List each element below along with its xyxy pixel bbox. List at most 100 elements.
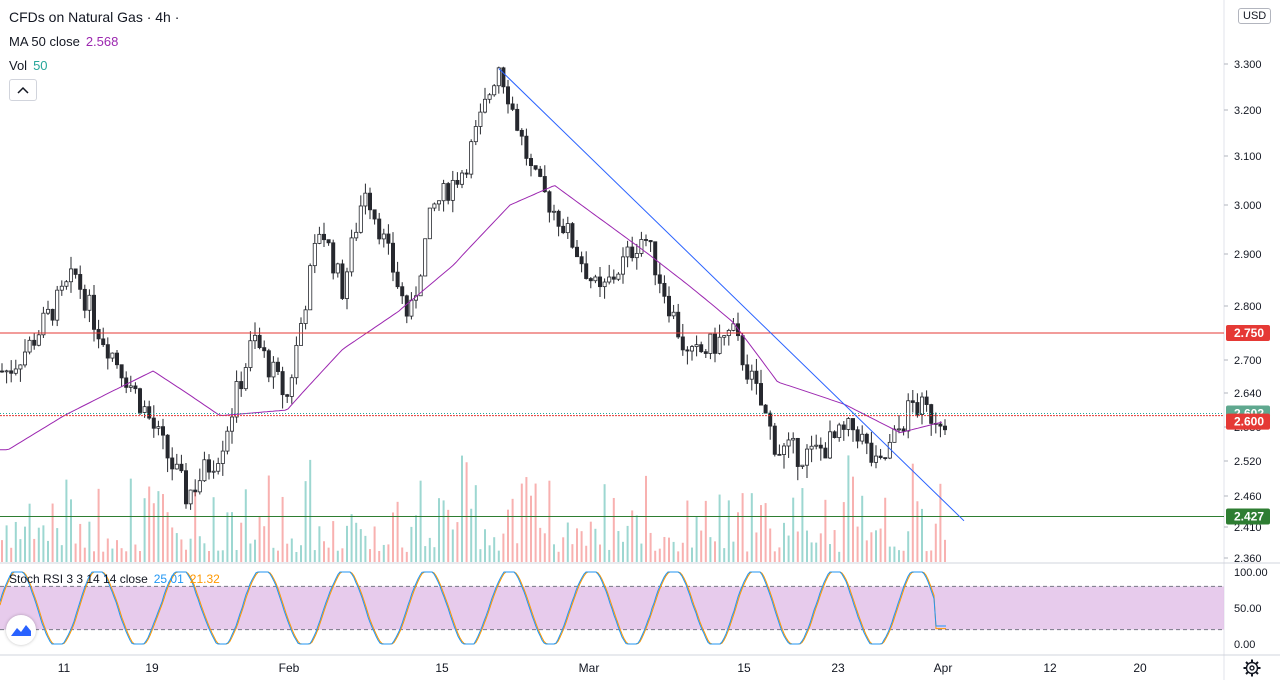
- volume-bar: [806, 530, 808, 562]
- candle-down: [648, 240, 653, 243]
- volume-bar: [396, 501, 399, 562]
- candle-down: [285, 394, 290, 397]
- volume-bar: [626, 525, 629, 562]
- volume-bar: [24, 526, 26, 562]
- candle-down: [395, 271, 400, 288]
- candle-down: [404, 295, 409, 317]
- volume-bar: [134, 544, 137, 562]
- volume-bar: [382, 544, 385, 562]
- candle-down: [768, 412, 773, 427]
- candle-down: [763, 404, 768, 414]
- candle-up: [174, 463, 179, 470]
- volume-bar: [424, 546, 427, 562]
- volume-bar: [925, 551, 928, 562]
- collapse-legend-button[interactable]: [9, 79, 37, 101]
- volume-bar: [143, 498, 146, 562]
- candle-down: [915, 402, 920, 415]
- volume-bar: [221, 550, 224, 562]
- candle-up: [694, 344, 699, 347]
- volume-bar: [332, 521, 335, 562]
- candle-down: [556, 210, 561, 227]
- volume-bar: [240, 522, 243, 562]
- volume-bar: [548, 480, 551, 562]
- volume-bar: [750, 493, 753, 562]
- volume-bar: [465, 462, 468, 562]
- candle-up: [27, 339, 32, 353]
- candle-down: [193, 489, 198, 493]
- volume-bar: [939, 483, 942, 562]
- candle-down: [777, 453, 782, 456]
- candle-down: [183, 470, 188, 505]
- volume-bar: [83, 547, 86, 562]
- candle-down: [0, 370, 4, 373]
- volume-bar: [139, 551, 141, 562]
- candle-up: [897, 428, 902, 431]
- volume-bar: [290, 538, 293, 562]
- downtrend-line: [498, 68, 965, 522]
- line-tag-1-bg: [1226, 325, 1270, 341]
- candle-up: [892, 428, 897, 443]
- candle-up: [860, 433, 865, 442]
- price-axis-label: 3.000: [1234, 200, 1262, 212]
- candle-up: [607, 276, 612, 283]
- candle-down: [878, 455, 883, 458]
- candle-up: [349, 237, 354, 273]
- candle-down: [910, 400, 915, 403]
- candle-down: [340, 263, 345, 299]
- candle-up: [46, 308, 51, 314]
- volume-bar: [208, 550, 210, 562]
- candle-down: [92, 294, 97, 330]
- volume-bar: [553, 544, 555, 562]
- candle-down: [115, 352, 120, 366]
- candle-down: [266, 350, 271, 378]
- volume-bar: [700, 530, 703, 562]
- candle-up: [837, 424, 842, 438]
- tradingview-logo[interactable]: [6, 615, 36, 645]
- candle-up: [317, 233, 322, 244]
- candle-down: [883, 457, 888, 459]
- volume-bar: [622, 541, 624, 562]
- volume-bar: [37, 527, 40, 562]
- volume-bar: [364, 535, 367, 562]
- symbol-name: CFDs on Natural Gas · 4h ·: [9, 9, 180, 25]
- candle-down: [515, 108, 520, 131]
- line-tag-2-bg: [1226, 413, 1270, 430]
- candle-down: [685, 349, 690, 352]
- candle-up: [225, 430, 230, 452]
- volume-bar: [875, 530, 877, 562]
- volume-bar: [603, 484, 606, 562]
- candle-down: [377, 218, 382, 240]
- ma-legend-value: 2.568: [85, 34, 119, 49]
- candle-up: [303, 309, 308, 324]
- currency-badge[interactable]: USD: [1238, 8, 1272, 24]
- volume-bar: [718, 494, 721, 562]
- volume-bar: [474, 485, 477, 562]
- candle-up: [312, 242, 317, 267]
- volume-group: [1, 455, 946, 562]
- candle-up: [188, 489, 193, 505]
- volume-bar: [102, 551, 105, 562]
- volume-bar: [304, 481, 307, 562]
- candle-down: [386, 233, 391, 244]
- volume-bar: [571, 544, 574, 562]
- volume-bar: [833, 530, 836, 562]
- candle-down: [124, 377, 129, 388]
- volume-bar: [419, 480, 422, 562]
- candle-up: [55, 289, 60, 321]
- candle-down: [538, 168, 543, 177]
- chevron-up-icon: [17, 86, 29, 94]
- candle-down: [9, 370, 14, 374]
- candle-up: [142, 406, 147, 413]
- volume-legend-value: 50: [33, 58, 48, 73]
- candle-down: [400, 286, 405, 297]
- volume-bar: [815, 542, 818, 562]
- volume-bar: [691, 547, 693, 562]
- volume-bar: [631, 510, 634, 562]
- candle-down: [929, 404, 934, 424]
- volume-bar: [787, 535, 790, 562]
- volume-bar: [401, 547, 404, 562]
- candle-down: [667, 295, 672, 317]
- volume-bar: [557, 551, 560, 562]
- settings-gear-icon[interactable]: [1243, 659, 1261, 677]
